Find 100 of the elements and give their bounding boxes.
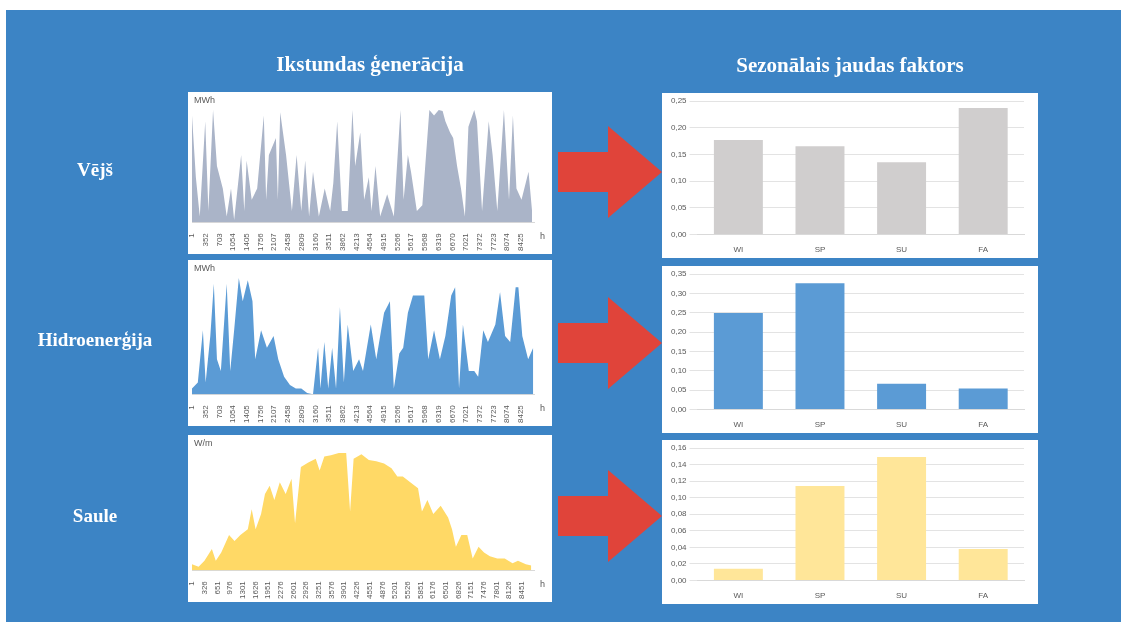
x-axis-title: h <box>540 230 546 241</box>
x-tick-label: 4564 <box>365 232 375 251</box>
x-tick-label: 1 <box>187 232 197 238</box>
x-tick-label: 4226 <box>352 580 362 599</box>
x-tick-label: 5851 <box>415 580 425 599</box>
y-tick-label: 0,04 <box>670 542 688 552</box>
y-tick-label: 0,25 <box>670 307 688 317</box>
y-tick-label: 0,15 <box>670 149 688 159</box>
x-tick-label: 7021 <box>461 404 471 423</box>
bar <box>795 486 845 580</box>
x-tick-label: 3511 <box>324 404 334 423</box>
y-tick-label: 0,06 <box>670 525 688 535</box>
y-tick-label: 0,05 <box>670 385 688 395</box>
x-tick-label: 1405 <box>242 404 252 423</box>
x-tick-label: SU <box>896 245 908 255</box>
y-tick-label: 0,10 <box>670 176 688 186</box>
x-tick-label: 7801 <box>491 580 501 599</box>
chart-title: Sezonālais jaudas faktors <box>735 53 965 78</box>
x-tick-label: 3511 <box>324 232 334 251</box>
y-tick-label: 0,08 <box>670 509 688 519</box>
x-tick-label: 1301 <box>237 580 247 599</box>
text: Vējš <box>76 159 114 181</box>
x-tick-label: 1405 <box>242 232 252 251</box>
x-tick-label: 7723 <box>488 232 498 251</box>
y-tick-label: 0,00 <box>670 229 688 239</box>
y-tick-label: 0,10 <box>670 492 688 502</box>
chart-title: Ikstundas ģenerācija <box>275 52 465 77</box>
x-tick-label: 3576 <box>326 580 336 599</box>
y-axis-title: MWh <box>194 262 215 273</box>
y-tick-label: 0,05 <box>670 202 688 212</box>
x-axis-title: h <box>540 402 546 413</box>
x-tick-label: FA <box>978 420 989 430</box>
x-tick-label: 8126 <box>504 580 514 599</box>
x-tick-label: 2809 <box>296 404 306 423</box>
x-tick-label: 352 <box>200 232 210 247</box>
x-tick-label: 5266 <box>392 232 402 251</box>
x-tick-label: WI <box>733 591 744 601</box>
x-tick-label: 2926 <box>301 580 311 599</box>
y-tick-label: 0,30 <box>670 288 688 298</box>
x-tick-label: 651 <box>212 580 222 595</box>
y-tick-label: 0,00 <box>670 575 688 585</box>
x-tick-label: 1054 <box>228 232 238 251</box>
x-tick-label: 1756 <box>255 232 265 251</box>
bar <box>958 388 1008 409</box>
x-tick-label: 5617 <box>406 232 416 251</box>
x-tick-label: 2276 <box>276 580 286 599</box>
x-tick-label: 7151 <box>466 580 476 599</box>
x-tick-label: 5201 <box>390 580 400 599</box>
y-tick-label: 0,20 <box>670 122 688 132</box>
x-tick-label: 1 <box>187 580 197 586</box>
x-tick-label: 3901 <box>339 580 349 599</box>
x-tick-label: 5266 <box>392 404 402 423</box>
x-tick-label: 5526 <box>402 580 412 599</box>
x-tick-label: 4915 <box>379 232 389 251</box>
x-tick-label: 2601 <box>288 580 298 599</box>
y-tick-label: 0,16 <box>670 443 688 453</box>
x-tick-label: 8074 <box>502 404 512 423</box>
text: Saule <box>71 504 119 527</box>
y-axis-title: MWh <box>194 94 215 105</box>
x-tick-label: 4876 <box>377 580 387 599</box>
y-axis-title: W/m <box>194 437 213 448</box>
x-tick-label: SU <box>896 420 908 430</box>
x-tick-label: 1 <box>187 404 197 410</box>
y-tick-label: 0,10 <box>670 365 688 375</box>
x-tick-label: FA <box>978 245 989 255</box>
x-tick-label: 5968 <box>420 232 430 251</box>
x-tick-label: 2458 <box>283 404 293 423</box>
y-tick-label: 0,15 <box>670 346 688 356</box>
x-tick-label: 4213 <box>351 232 361 251</box>
x-tick-label: 3160 <box>310 404 320 423</box>
x-tick-label: SP <box>814 591 826 601</box>
y-tick-label: 0,02 <box>670 559 688 569</box>
x-tick-label: 7476 <box>479 580 489 599</box>
x-tick-label: WI <box>733 245 744 255</box>
x-tick-label: 8451 <box>517 580 527 599</box>
x-tick-label: 3160 <box>310 232 320 251</box>
x-tick-label: 976 <box>225 580 235 595</box>
bar <box>877 457 927 580</box>
x-tick-label: 326 <box>199 580 209 595</box>
x-tick-label: 8425 <box>516 404 526 423</box>
x-tick-label: 8074 <box>502 232 512 251</box>
x-tick-label: 1054 <box>228 404 238 423</box>
bar <box>958 548 1008 580</box>
y-tick-label: 0,35 <box>670 269 688 279</box>
x-tick-label: 5617 <box>406 404 416 423</box>
x-tick-label: 6670 <box>447 404 457 423</box>
x-tick-label: FA <box>978 591 989 601</box>
x-tick-label: SU <box>896 591 908 601</box>
x-tick-label: SP <box>814 245 826 255</box>
x-tick-label: WI <box>733 420 744 430</box>
x-tick-label: 2809 <box>296 232 306 251</box>
x-tick-label: 7723 <box>488 404 498 423</box>
bar <box>795 283 845 409</box>
x-tick-label: 352 <box>200 404 210 419</box>
x-tick-label: 5968 <box>420 404 430 423</box>
x-tick-label: 7021 <box>461 232 471 251</box>
y-tick-label: 0,20 <box>670 327 688 337</box>
x-tick-label: 3862 <box>337 232 347 251</box>
y-tick-label: 0,00 <box>670 404 688 414</box>
x-tick-label: 8425 <box>516 232 526 251</box>
